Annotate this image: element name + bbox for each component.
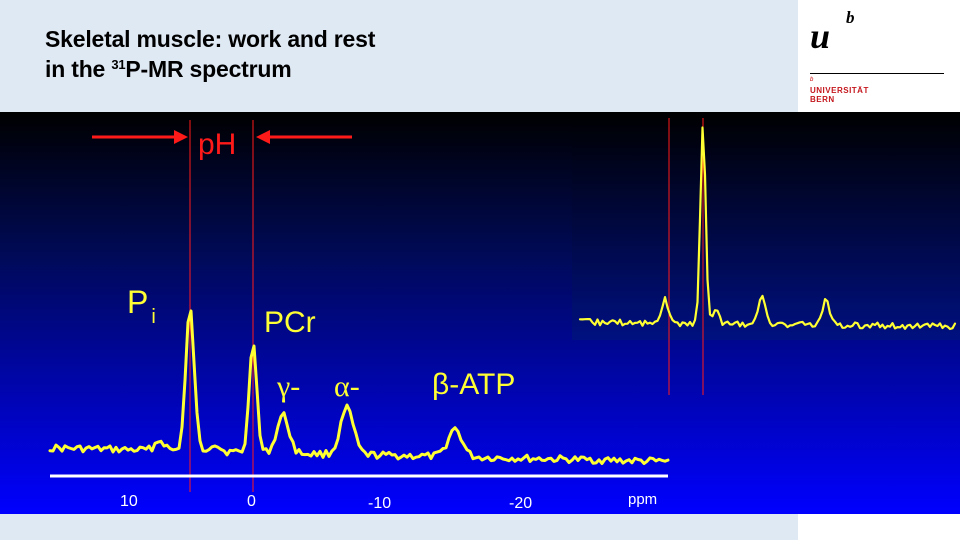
logo-divider [810,73,944,74]
ph-arrow-right [256,130,352,144]
header-band [0,0,798,112]
ppm-tick-minus-10: -10 [368,495,392,512]
logo-mark: u [810,16,831,56]
ppm-unit-label: ppm [628,491,658,508]
work-spectrum-trace [48,309,670,465]
logo-small-b: b [810,77,814,83]
pi-peak-label-subscript: i [151,306,156,328]
logo-city-text: BERN [810,95,835,104]
title-line-1: Skeletal muscle: work and rest [45,26,376,52]
beta-atp-label: β-ATP [432,368,516,401]
logo-university-text: UNIVERSITÄT [810,86,869,95]
rest-spectrum-trace [578,126,957,331]
logo-mark-superscript: b [846,8,855,27]
pi-peak-label-main: P [127,284,149,320]
footer-band [0,514,798,540]
title-isotope-superscript: 31 [111,57,126,72]
inset-spectrum-panel [572,112,960,340]
gamma-atp-label: γ- [277,370,301,403]
university-logo: u b b UNIVERSITÄT BERN [806,6,951,106]
title-line-2-suffix: P-MR spectrum [125,56,292,82]
ppm-tick-minus-20: -20 [509,495,533,512]
ph-arrow-left [92,130,188,144]
ppm-tick-10: 10 [120,493,138,510]
title-line-2: in the 31P-MR spectrum [45,54,375,84]
pcr-peak-label: PCr [264,306,316,339]
alpha-atp-label: α- [334,370,360,403]
slide-title: Skeletal muscle: work and rest in the 31… [45,24,375,84]
ppm-tick-0: 0 [247,493,256,510]
ph-label: pH [198,128,237,161]
title-line-2-prefix: in the [45,56,112,82]
